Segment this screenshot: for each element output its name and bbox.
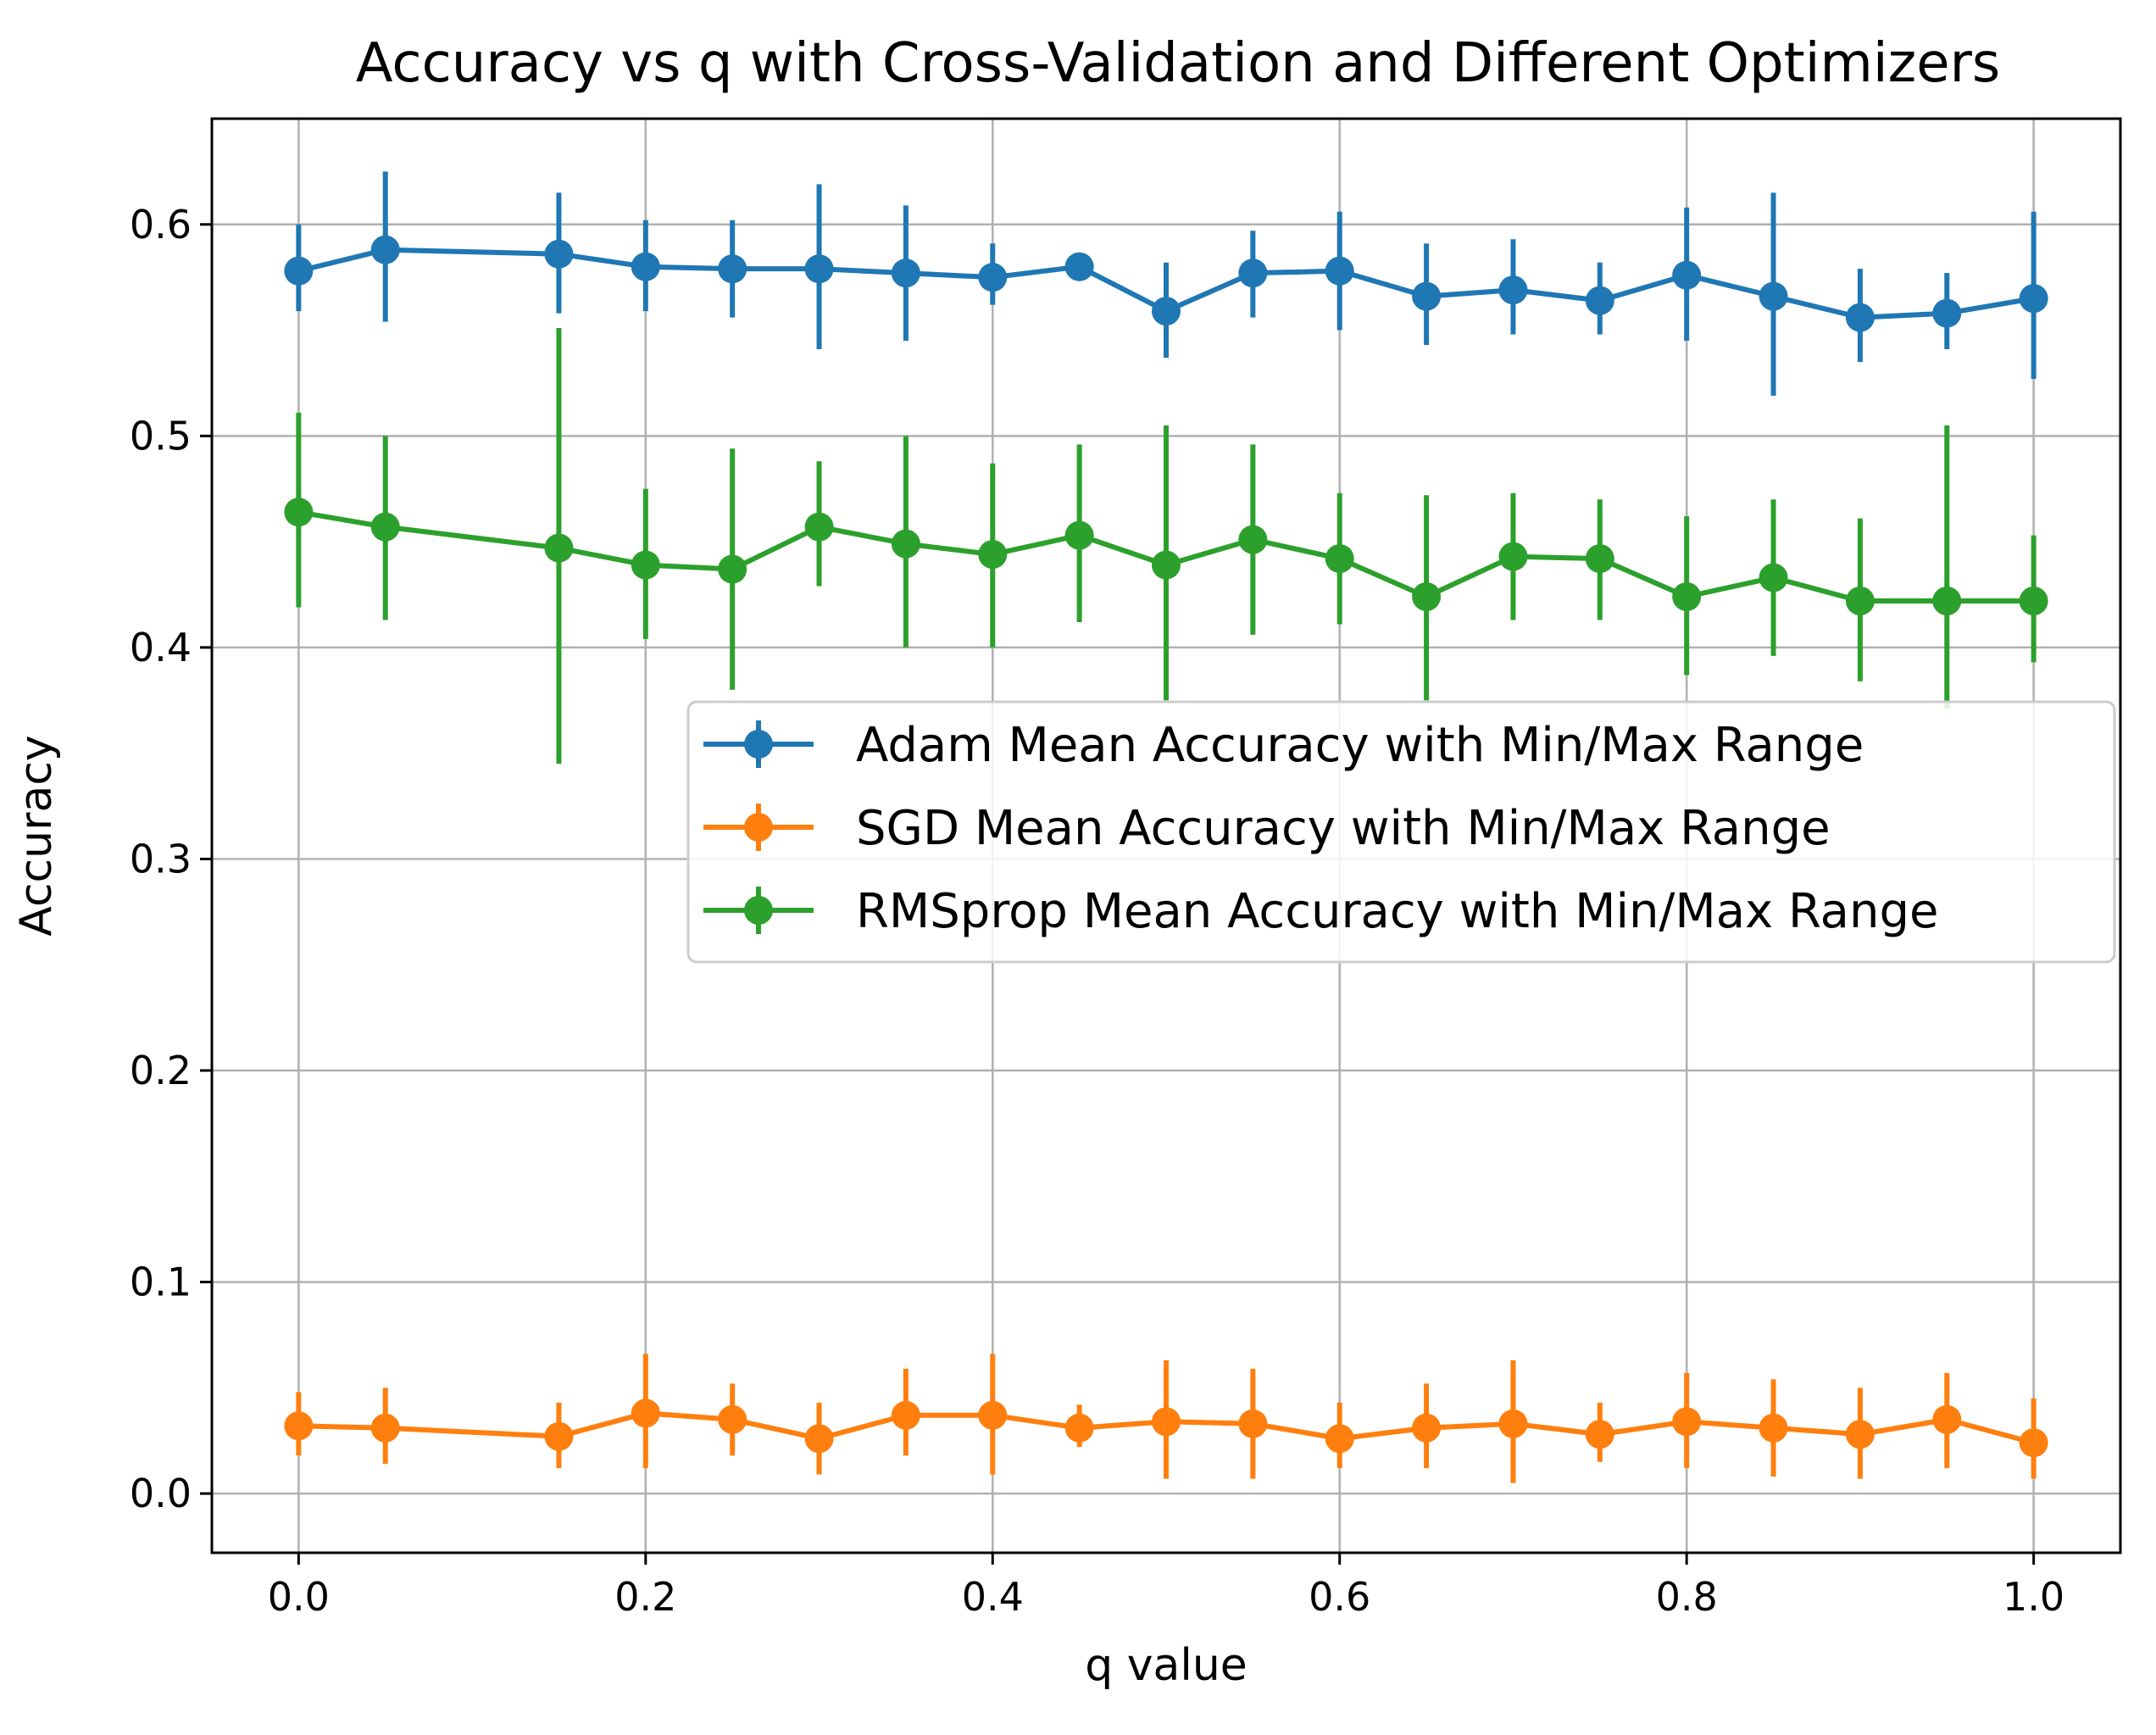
y-axis-label: Accuracy bbox=[11, 735, 62, 936]
y-tick-label: 0.1 bbox=[130, 1260, 192, 1305]
data-point bbox=[1238, 1409, 1268, 1438]
data-point bbox=[1064, 252, 1094, 281]
data-point bbox=[1672, 582, 1702, 611]
data-point bbox=[804, 1424, 834, 1454]
data-point bbox=[370, 235, 400, 264]
data-point bbox=[284, 498, 314, 527]
y-tick-label: 0.2 bbox=[130, 1048, 192, 1093]
x-tick-label: 1.0 bbox=[2003, 1574, 2064, 1620]
plot-area bbox=[284, 171, 2048, 1483]
data-point bbox=[370, 1413, 400, 1443]
x-tick-label: 0.8 bbox=[1656, 1574, 1718, 1620]
x-tick-label: 0.6 bbox=[1309, 1574, 1370, 1620]
ticks: 0.0 0.2 0.4 0.6 0.8 1.0 0.0 0.1 0.2 0.3 0.4 0.5 0.6 bbox=[130, 202, 2064, 1620]
series-line bbox=[297, 247, 2035, 320]
data-point bbox=[631, 252, 660, 281]
data-point bbox=[1498, 542, 1528, 571]
data-point bbox=[1585, 1420, 1614, 1449]
data-point bbox=[1672, 260, 1702, 290]
legend-label: RMSprop Mean Accuracy with Min/Max Range bbox=[856, 884, 1938, 939]
data-point bbox=[1845, 1420, 1875, 1449]
x-tick-label: 0.4 bbox=[962, 1574, 1024, 1620]
data-point bbox=[1412, 582, 1442, 611]
y-tick-label: 0.3 bbox=[130, 836, 192, 881]
data-point bbox=[1672, 1407, 1702, 1437]
data-point bbox=[544, 239, 574, 269]
data-point bbox=[544, 533, 574, 563]
data-point bbox=[1238, 259, 1268, 288]
data-point bbox=[284, 256, 314, 286]
data-point bbox=[1932, 298, 1962, 328]
data-point bbox=[1932, 1404, 1962, 1434]
x-tick-label: 0.0 bbox=[268, 1574, 330, 1620]
data-point bbox=[1759, 563, 1788, 592]
data-point bbox=[978, 1400, 1008, 1430]
data-point bbox=[1238, 525, 1268, 554]
data-point bbox=[2019, 1428, 2048, 1458]
data-point bbox=[718, 1404, 747, 1434]
axes-frame bbox=[210, 117, 2122, 1554]
legend-marker bbox=[744, 730, 773, 759]
data-point bbox=[1498, 1409, 1528, 1438]
series-1 bbox=[284, 171, 2048, 396]
data-point bbox=[631, 550, 660, 580]
legend: Adam Mean Accuracy with Min/Max Range SGD… bbox=[686, 700, 2116, 964]
data-point bbox=[804, 512, 834, 542]
data-point bbox=[1845, 586, 1875, 615]
x-tick-label: 0.2 bbox=[614, 1574, 676, 1620]
data-point bbox=[718, 254, 747, 284]
data-point bbox=[1498, 275, 1528, 305]
y-tick-label: 0.4 bbox=[130, 625, 192, 670]
data-point bbox=[1412, 281, 1442, 311]
y-tick-label: 0.0 bbox=[130, 1471, 192, 1516]
data-point bbox=[1325, 544, 1354, 574]
legend-marker bbox=[744, 813, 773, 842]
data-point bbox=[891, 529, 920, 559]
data-point bbox=[284, 1411, 314, 1441]
series-line bbox=[298, 1410, 2035, 1446]
series-3 bbox=[284, 328, 2048, 765]
data-point bbox=[1152, 297, 1181, 326]
data-point bbox=[2019, 284, 2048, 314]
series-2 bbox=[284, 1354, 2048, 1483]
data-point bbox=[1585, 286, 1614, 315]
data-point bbox=[978, 540, 1008, 570]
chart-title: Accuracy vs q with Cross-Validation and … bbox=[356, 32, 2001, 95]
data-point bbox=[2019, 586, 2048, 615]
legend-label: SGD Mean Accuracy with Min/Max Range bbox=[856, 801, 1831, 856]
data-point bbox=[1412, 1413, 1442, 1443]
data-point bbox=[1064, 520, 1094, 550]
data-point bbox=[1759, 281, 1788, 311]
legend-box bbox=[686, 700, 2116, 964]
data-point bbox=[1325, 256, 1354, 286]
data-point bbox=[804, 254, 834, 284]
data-point bbox=[370, 512, 400, 542]
x-axis-label: q value bbox=[1085, 1640, 1247, 1691]
data-point bbox=[1585, 544, 1614, 574]
data-point bbox=[1152, 1407, 1181, 1437]
data-point bbox=[1845, 303, 1875, 332]
data-point bbox=[718, 554, 747, 584]
y-tick-label: 0.5 bbox=[130, 413, 192, 459]
data-point bbox=[891, 1400, 920, 1430]
data-point bbox=[1759, 1413, 1788, 1443]
data-point bbox=[891, 259, 920, 288]
data-point bbox=[978, 263, 1008, 292]
data-point bbox=[544, 1421, 574, 1451]
data-point bbox=[1932, 586, 1962, 615]
y-tick-label: 0.6 bbox=[130, 202, 192, 247]
data-point bbox=[1064, 1413, 1094, 1443]
data-point bbox=[631, 1399, 660, 1428]
legend-label: Adam Mean Accuracy with Min/Max Range bbox=[856, 718, 1864, 773]
data-point bbox=[1325, 1424, 1354, 1454]
series-line bbox=[297, 509, 2034, 603]
legend-marker bbox=[744, 896, 773, 925]
data-point bbox=[1152, 550, 1181, 580]
